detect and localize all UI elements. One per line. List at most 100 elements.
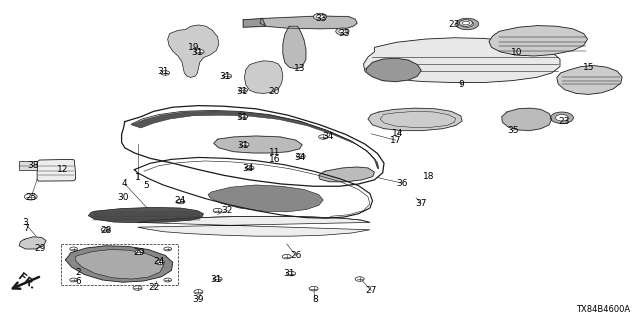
Circle shape [239,115,248,119]
Text: TX84B4600A: TX84B4600A [576,305,630,314]
Text: 31: 31 [236,87,248,96]
Polygon shape [88,207,204,223]
Text: 17: 17 [390,136,401,145]
Polygon shape [319,167,374,182]
Text: 12: 12 [57,165,68,174]
Circle shape [156,260,164,265]
Text: 9: 9 [458,80,463,89]
Text: 31: 31 [211,276,222,284]
Text: 23: 23 [559,117,570,126]
Circle shape [133,286,142,290]
Polygon shape [489,26,588,56]
Circle shape [309,286,318,291]
Text: 16: 16 [269,156,281,164]
Text: 5: 5 [143,181,148,190]
Polygon shape [131,111,379,169]
Circle shape [195,50,204,54]
Text: 33: 33 [339,29,350,38]
Circle shape [556,115,568,121]
Text: 34: 34 [294,153,305,162]
Text: 3: 3 [23,218,28,227]
Circle shape [355,277,364,281]
Text: 31: 31 [191,48,203,57]
Circle shape [460,20,472,26]
Circle shape [240,142,249,147]
Text: 24: 24 [153,257,164,266]
Circle shape [245,166,254,170]
Text: 10: 10 [511,48,523,57]
Text: 32: 32 [221,206,233,215]
Text: 35: 35 [508,126,519,135]
Text: 8: 8 [312,295,317,304]
Text: 23: 23 [449,20,460,29]
Polygon shape [283,26,306,69]
Text: 18: 18 [423,172,435,181]
Text: 31: 31 [220,72,231,81]
Text: 15: 15 [583,63,595,72]
Text: 31: 31 [157,68,169,76]
Text: 33: 33 [316,14,327,23]
Text: 26: 26 [290,251,301,260]
Text: 7: 7 [23,224,28,233]
Circle shape [213,208,222,213]
Bar [19,161,37,170]
Circle shape [176,199,185,204]
Circle shape [161,71,170,75]
Polygon shape [557,66,622,94]
Circle shape [194,290,203,294]
Polygon shape [364,38,560,83]
Text: 31: 31 [236,113,248,122]
Circle shape [339,29,346,33]
Circle shape [164,247,172,251]
Text: 30: 30 [117,193,129,202]
Circle shape [314,13,326,20]
Polygon shape [368,108,462,131]
Circle shape [456,18,479,30]
Text: 2: 2 [76,268,81,277]
Circle shape [101,228,110,232]
Text: 4: 4 [122,179,127,188]
Polygon shape [243,19,266,27]
Text: 6: 6 [76,277,81,286]
Text: 29: 29 [34,244,45,253]
Circle shape [296,154,305,158]
Circle shape [316,15,324,19]
Text: 11: 11 [269,148,281,157]
Polygon shape [168,25,219,77]
Text: 14: 14 [392,129,404,138]
Polygon shape [244,61,283,93]
Text: 19: 19 [188,43,199,52]
Text: 13: 13 [294,64,305,73]
Text: 28: 28 [100,226,111,235]
Circle shape [287,271,296,276]
Polygon shape [65,246,173,282]
Text: 22: 22 [148,284,159,292]
Polygon shape [138,216,370,236]
Text: 34: 34 [322,132,333,141]
Text: 25: 25 [25,193,36,202]
Text: 20: 20 [268,87,280,96]
Circle shape [319,135,328,139]
Circle shape [70,247,77,251]
Circle shape [550,112,573,124]
Text: 27: 27 [365,286,377,295]
Polygon shape [19,237,46,249]
Polygon shape [366,58,421,82]
Circle shape [461,21,474,27]
Text: 1: 1 [135,173,140,182]
Text: 31: 31 [237,141,249,150]
Text: 37: 37 [415,199,427,208]
Circle shape [282,254,291,259]
Text: 38: 38 [28,161,39,170]
Text: 39: 39 [193,295,204,304]
Circle shape [336,28,349,35]
Circle shape [135,250,144,254]
Text: FR.: FR. [16,272,38,292]
Polygon shape [260,16,357,29]
Circle shape [213,277,222,281]
Polygon shape [37,159,76,181]
Circle shape [239,88,248,92]
Polygon shape [214,136,302,153]
Text: 34: 34 [243,164,254,173]
Circle shape [223,74,232,78]
